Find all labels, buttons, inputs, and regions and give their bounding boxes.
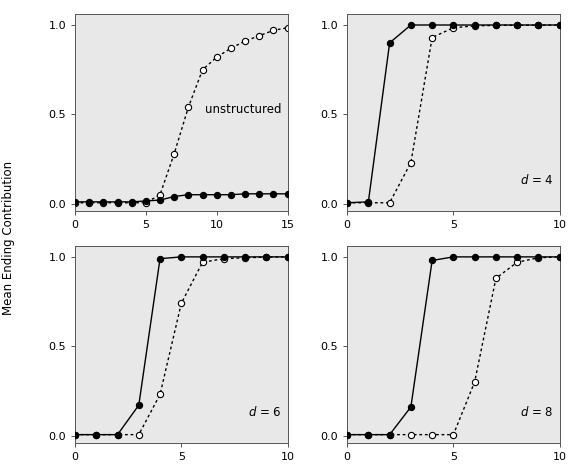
Text: unstructured: unstructured [205, 103, 281, 116]
Text: $d$ = 8: $d$ = 8 [520, 405, 553, 419]
Text: $d$ = 6: $d$ = 6 [248, 405, 281, 419]
Text: Mean Ending Contribution: Mean Ending Contribution [2, 161, 15, 315]
Text: $d$ = 4: $d$ = 4 [520, 173, 553, 187]
